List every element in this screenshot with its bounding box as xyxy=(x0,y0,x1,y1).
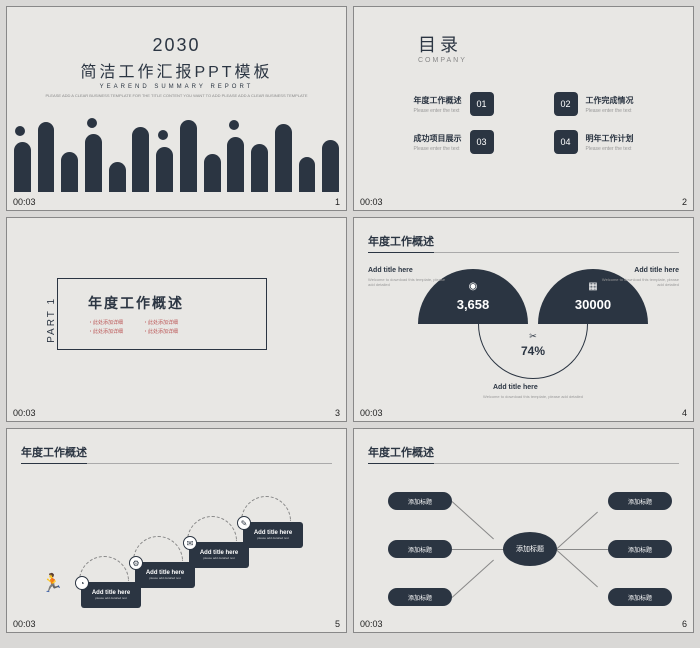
slide-header: 年度工作概述 xyxy=(368,233,434,253)
tiny-text: PLEASE ADD A CLEAR BUSINESS TEMPLATE FOR… xyxy=(21,93,332,99)
value-left: 3,658 xyxy=(418,297,528,312)
center-node: 添加标题 xyxy=(503,532,557,566)
page-num: 2 xyxy=(682,197,687,207)
subtitle: YEAREND SUMMARY REPORT xyxy=(21,84,332,90)
percent: 74% xyxy=(478,344,588,358)
toc-item: 04 明年工作计划Please enter the text xyxy=(554,130,650,154)
slide-2: 目录 COMPANY 01 年度工作概述Please enter the tex… xyxy=(353,6,694,211)
time: 00:03 xyxy=(13,619,36,629)
wrench-icon: ✂ xyxy=(478,331,588,342)
value-right: 30000 xyxy=(538,297,648,312)
steps-diagram: 🏃 Add title hereplease add detailed text… xyxy=(21,484,332,614)
toc-num: 04 xyxy=(554,130,578,154)
page-num: 3 xyxy=(335,408,340,418)
step-icon: ✎ xyxy=(237,516,251,530)
toc-item: 01 年度工作概述Please enter the text xyxy=(398,92,494,116)
part-label: PART 1 xyxy=(46,293,57,347)
page-num: 5 xyxy=(335,619,340,629)
slide-4: 年度工作概述 ◉ ▦ 3,658 30000 ✂ 74% Add title h… xyxy=(353,217,694,422)
section-box: PART 1 年度工作概述 ・此处添加详细 ・此处添加详细 ・此处添加详细 ・此… xyxy=(57,278,267,350)
step-icon: ◔ xyxy=(75,576,89,590)
time: 00:03 xyxy=(360,197,383,207)
slide-1: 2030 简洁工作汇报PPT模板 YEAREND SUMMARY REPORT … xyxy=(6,6,347,211)
toc-num: 03 xyxy=(470,130,494,154)
toc-sub: COMPANY xyxy=(418,57,679,64)
slide-5: 年度工作概述 🏃 Add title hereplease add detail… xyxy=(6,428,347,633)
toc-num: 01 xyxy=(470,92,494,116)
slide-6: 年度工作概述 添加标题 添加标题 添加标题 添加标题 添加标题 添加标题 添加标… xyxy=(353,428,694,633)
page-num: 6 xyxy=(682,619,687,629)
time: 00:03 xyxy=(13,408,36,418)
toc-item: 02 工作完成情况Please enter the text xyxy=(554,92,650,116)
time: 00:03 xyxy=(360,619,383,629)
step-icon: ⚙ xyxy=(129,556,143,570)
section-title: 年度工作概述 xyxy=(88,293,248,313)
page-num: 1 xyxy=(335,197,340,207)
slide-header: 年度工作概述 xyxy=(21,444,87,464)
toc-title: 目录 xyxy=(418,31,679,57)
toc-num: 02 xyxy=(554,92,578,116)
year: 2030 xyxy=(21,35,332,56)
page-num: 4 xyxy=(682,408,687,418)
slide-header: 年度工作概述 xyxy=(368,444,434,464)
mindmap-diagram: 添加标题 添加标题 添加标题 添加标题 添加标题 添加标题 添加标题 xyxy=(368,482,679,622)
step-icon: ✉ xyxy=(183,536,197,550)
main-title: 简洁工作汇报PPT模板 xyxy=(21,58,332,82)
arc-diagram: ◉ ▦ 3,658 30000 ✂ 74% Add title here Wel… xyxy=(368,269,679,409)
wave-decoration xyxy=(7,102,346,192)
time: 00:03 xyxy=(13,197,36,207)
runner-icon: 🏃 xyxy=(41,573,63,594)
toc-item: 03 成功项目展示Please enter the text xyxy=(398,130,494,154)
slide-3: PART 1 年度工作概述 ・此处添加详细 ・此处添加详细 ・此处添加详细 ・此… xyxy=(6,217,347,422)
time: 00:03 xyxy=(360,408,383,418)
